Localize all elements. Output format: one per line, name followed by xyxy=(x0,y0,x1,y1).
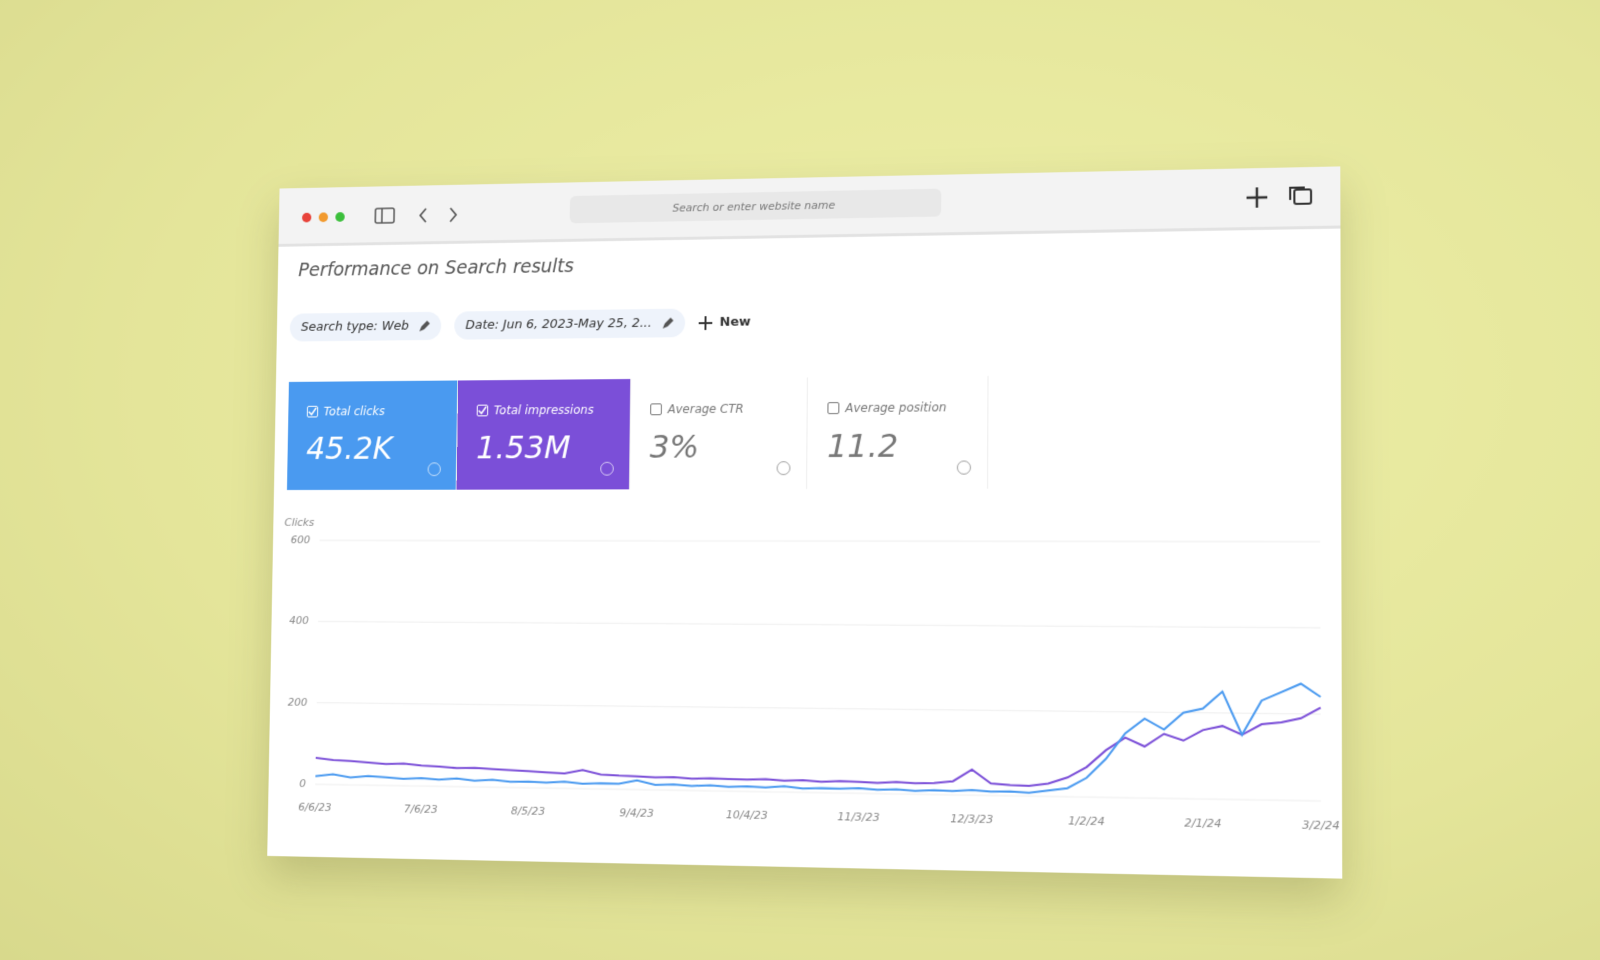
metric-name: Total clicks xyxy=(323,404,385,419)
toolbar: Search or enter website name xyxy=(278,166,1341,247)
x-tick-label: 3/2/24 xyxy=(1302,818,1340,833)
new-filter-button[interactable]: New xyxy=(698,315,751,330)
help-icon xyxy=(956,460,972,475)
metric-card[interactable]: Average position 11.2 xyxy=(807,375,989,490)
checkbox xyxy=(827,402,840,415)
x-tick-label: 9/4/23 xyxy=(619,806,654,820)
metric-value: 11.2 xyxy=(827,426,899,466)
x-tick-label: 8/5/23 xyxy=(511,804,545,818)
new-tab-button[interactable] xyxy=(1247,187,1268,208)
new-label: New xyxy=(719,314,751,330)
page-title: Performance on Search results xyxy=(298,255,575,281)
data-line xyxy=(315,697,1320,791)
x-tick-label: 10/4/23 xyxy=(726,808,768,822)
y-tick-label: 400 xyxy=(289,614,309,627)
address-bar[interactable]: Search or enter website name xyxy=(569,188,942,224)
metric-label: Average CTR xyxy=(650,402,744,416)
metric-value: 45.2K xyxy=(305,429,393,467)
metric-name: Average CTR xyxy=(667,401,744,417)
filter-label: Search type: Web xyxy=(300,318,410,335)
metric-value: 3% xyxy=(649,427,700,466)
metric-card[interactable]: Total impressions 1.53M xyxy=(456,378,632,490)
help-icon xyxy=(427,462,441,477)
browser-window: Search or enter website name Performance… xyxy=(267,166,1343,879)
grid-line xyxy=(320,540,1321,541)
tabs-button[interactable] xyxy=(1294,189,1311,204)
filter-chip[interactable]: Date: Jun 6, 2023-May 25, 2... xyxy=(453,308,685,340)
metric-name: Total impressions xyxy=(493,402,594,418)
chart: Clicks 0 200 400 600 6/6/23 7/6/23 8/5/23 9/4/2… xyxy=(284,516,1340,833)
y-tick-label: 200 xyxy=(288,695,308,708)
metric-name: Average position xyxy=(845,400,947,416)
checkbox xyxy=(307,406,318,418)
metric-label: Average position xyxy=(827,400,946,415)
grid-line xyxy=(317,703,1321,715)
back-button[interactable] xyxy=(420,209,426,223)
x-tick-label: 2/1/24 xyxy=(1184,816,1221,831)
address-placeholder: Search or enter website name xyxy=(672,198,836,215)
window-controls xyxy=(301,185,466,244)
y-axis-title: Clicks xyxy=(284,516,314,529)
metric-label: Total impressions xyxy=(477,403,594,417)
grid-line xyxy=(315,784,1321,801)
metric-card[interactable]: Average CTR 3% xyxy=(629,377,808,490)
filter-chip[interactable]: Search type: Web xyxy=(289,311,442,342)
metric-cards: Total clicks 45.2K Total impressions 1.53M A… xyxy=(286,373,1341,491)
x-tick-label: 11/3/23 xyxy=(837,810,880,824)
forward-button[interactable] xyxy=(450,208,456,222)
y-tick-label: 600 xyxy=(291,533,311,546)
grid-line xyxy=(318,621,1320,627)
x-tick-label: 7/6/23 xyxy=(404,802,438,816)
help-icon xyxy=(776,461,791,476)
filter-label: Date: Jun 6, 2023-May 25, 2... xyxy=(465,315,652,333)
checkbox xyxy=(650,403,662,416)
x-tick-label: 6/6/23 xyxy=(298,800,332,814)
checkbox xyxy=(477,405,489,417)
x-tick-label: 12/3/23 xyxy=(950,812,993,826)
help-icon xyxy=(600,461,614,476)
metric-card[interactable]: Total clicks 45.2K xyxy=(286,380,459,491)
filters: Search type: Web Date: Jun 6, 2023-May 2… xyxy=(289,300,1341,342)
metric-value: 1.53M xyxy=(475,428,571,467)
y-tick-label: 0 xyxy=(299,777,306,790)
x-tick-label: 1/2/24 xyxy=(1068,814,1105,828)
metric-label: Total clicks xyxy=(307,404,385,418)
sidebar-button[interactable] xyxy=(375,208,394,223)
tab-controls xyxy=(1226,167,1330,228)
